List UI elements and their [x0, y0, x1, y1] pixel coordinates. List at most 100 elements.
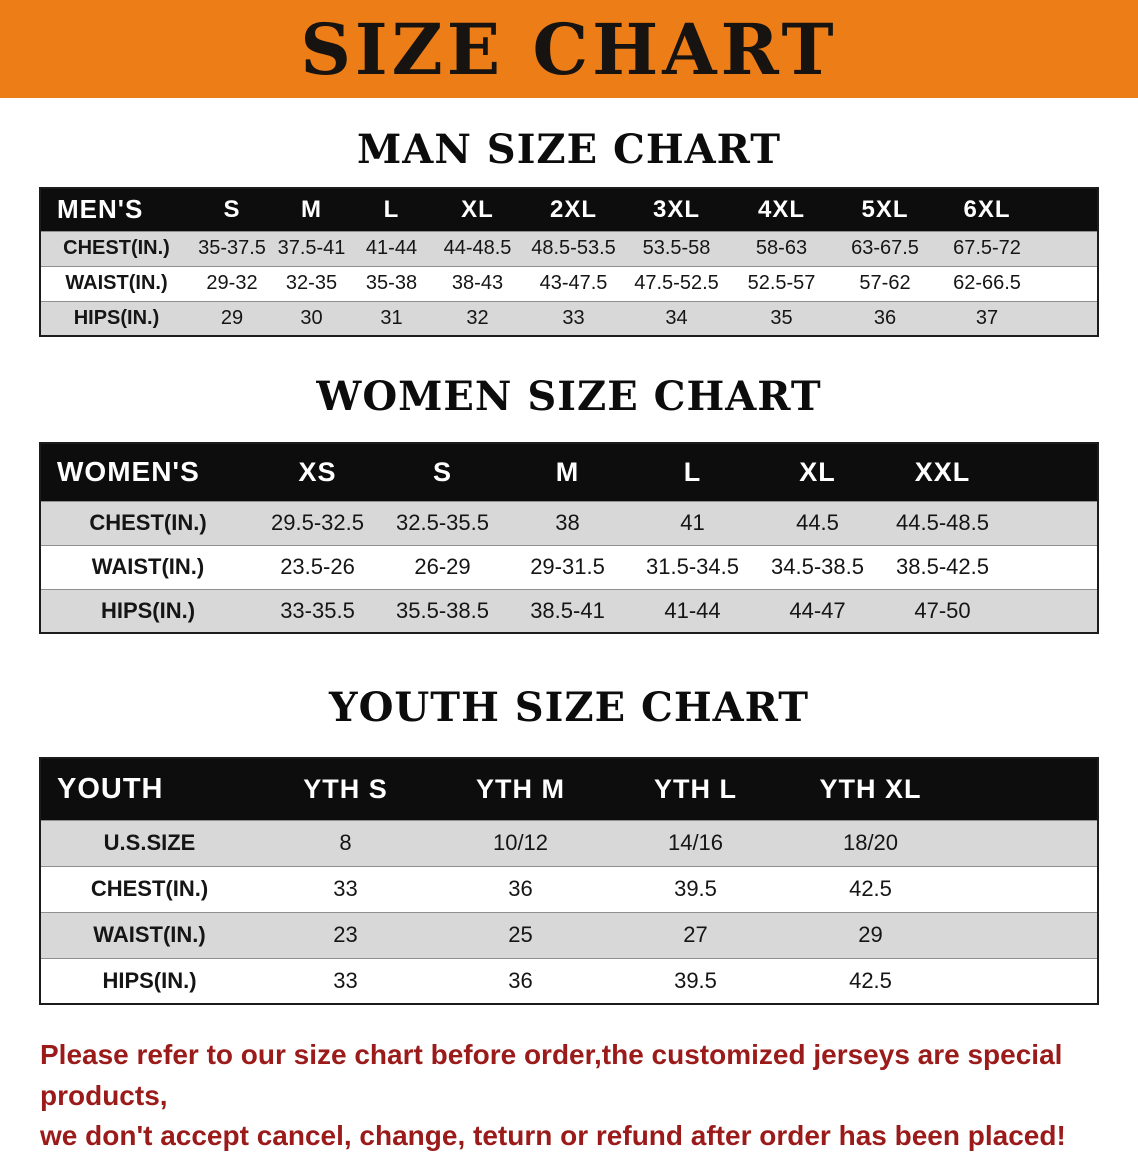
- size-value-cell: 39.5: [674, 876, 717, 901]
- size-value-cell: 57-62: [859, 272, 911, 294]
- size-value-cell: 36: [873, 306, 897, 329]
- size-value-cell: 44.5-48.5: [896, 510, 989, 535]
- row-label-cell: CHEST(IN.): [63, 237, 170, 259]
- size-value-cell: 14/16: [667, 830, 724, 855]
- row-label-cell: HIPS(IN.): [100, 597, 196, 623]
- size-value-cell: 44-47: [789, 597, 846, 623]
- row-label-cell: U.S.SIZE: [103, 830, 196, 855]
- size-value-cell: 33: [562, 306, 585, 329]
- men-section: MAN SIZE CHART MEN'S S M L XL 2XL 3XL 4XL 5XL 6XL…: [0, 126, 1138, 337]
- womens-size-table: WOMEN'S XS S M L XL XXL CHEST(IN.) 29.5-32.5 32.5…: [39, 442, 1099, 634]
- size-value-cell: 26-29: [414, 554, 471, 579]
- filler-cell: [1038, 301, 1098, 336]
- table-row: CHEST(IN.) 29.5-32.5 32.5-35.5 38 41 44.5 44.5…: [40, 501, 1098, 545]
- table-title-cell: YOUTH: [40, 758, 258, 820]
- size-value-cell: 38-43: [451, 272, 504, 294]
- size-value-cell: 67.5-72: [953, 237, 1021, 259]
- size-value-cell: 35-38: [365, 272, 418, 294]
- filler-cell: [958, 958, 1098, 1004]
- size-value-cell: 63-67.5: [851, 237, 919, 259]
- size-column-header: 6XL: [936, 188, 1038, 231]
- size-value-cell: 41: [680, 510, 705, 535]
- size-column-header: XS: [255, 443, 380, 501]
- size-value-cell: 27: [683, 922, 708, 947]
- row-label-cell: WAIST(IN.): [93, 922, 206, 947]
- table-row: WAIST(IN.) 29-32 32-35 35-38 38-43 43-47.5 47.…: [40, 266, 1098, 301]
- size-column-header: M: [505, 443, 630, 501]
- size-column-header: XL: [432, 188, 523, 231]
- row-label-cell: HIPS(IN.): [102, 967, 197, 993]
- filler-cell: [1005, 545, 1098, 589]
- size-value-cell: 62-66.5: [953, 272, 1021, 294]
- size-column-header: S: [192, 188, 272, 231]
- row-label-cell: CHEST(IN.): [90, 876, 209, 901]
- size-column-header: 3XL: [624, 188, 729, 231]
- size-column-header: S: [380, 443, 505, 501]
- size-value-cell: 32-35: [285, 272, 338, 294]
- size-value-cell: 53.5-58: [642, 237, 711, 259]
- filler-cell: [958, 912, 1098, 958]
- men-section-heading: MAN SIZE CHART: [357, 126, 781, 173]
- size-value-cell: 47.5-52.5: [634, 272, 719, 294]
- size-column-header: YTH XL: [783, 758, 958, 820]
- size-value-cell: 36: [508, 876, 533, 901]
- size-column-header: YTH M: [433, 758, 608, 820]
- size-value-cell: 42.5: [849, 967, 892, 993]
- table-row: U.S.SIZE 8 10/12 14/16 18/20: [40, 820, 1098, 866]
- size-value-cell: 18/20: [842, 830, 899, 855]
- size-value-cell: 43-47.5: [539, 272, 608, 294]
- size-value-cell: 29.5-32.5: [271, 510, 364, 535]
- size-value-cell: 38.5-42.5: [896, 554, 989, 579]
- table-header-row: WOMEN'S XS S M L XL XXL: [40, 443, 1098, 501]
- size-value-cell: 23: [333, 922, 358, 947]
- size-column-header: YTH L: [608, 758, 783, 820]
- table-title-cell: WOMEN'S: [40, 443, 255, 501]
- size-column-header: YTH S: [258, 758, 433, 820]
- size-value-cell: 35: [770, 306, 793, 329]
- size-value-cell: 23.5-26: [280, 554, 355, 579]
- table-row: WAIST(IN.) 23.5-26 26-29 29-31.5 31.5-34.5 34…: [40, 545, 1098, 589]
- size-value-cell: 29-32: [206, 272, 258, 294]
- table-title-cell: MEN'S: [40, 188, 192, 231]
- row-label-cell: WAIST(IN.): [65, 272, 168, 294]
- filler-cell: [958, 758, 1098, 820]
- youth-section: YOUTH SIZE CHART YOUTH YTH S YTH M YTH L YTH…: [0, 684, 1138, 1005]
- footer-line: we don't accept cancel, change, teturn o…: [40, 1120, 1066, 1152]
- size-column-header: M: [272, 188, 351, 231]
- filler-cell: [958, 820, 1098, 866]
- table-row: CHEST(IN.) 33 36 39.5 42.5: [40, 866, 1098, 912]
- size-value-cell: 29: [220, 306, 244, 329]
- filler-cell: [1005, 443, 1098, 501]
- table-row: HIPS(IN.) 33-35.5 35.5-38.5 38.5-41 41-44 44-…: [40, 589, 1098, 633]
- table-row: HIPS(IN.) 29 30 31 32 33 34 35 36 37: [40, 301, 1098, 336]
- size-value-cell: 35-37.5: [198, 237, 266, 259]
- size-value-cell: 44-48.5: [443, 237, 512, 259]
- youth-size-table: YOUTH YTH S YTH M YTH L YTH XL U.S.SIZE 8 10/12…: [39, 757, 1099, 1005]
- footer-line: Please refer to our size chart before or…: [40, 1039, 1063, 1111]
- page-title: SIZE CHART: [300, 7, 838, 91]
- size-column-header: XXL: [880, 443, 1005, 501]
- filler-cell: [1038, 266, 1098, 301]
- size-column-header: L: [351, 188, 432, 231]
- size-value-cell: 8: [339, 830, 352, 855]
- size-value-cell: 44.5: [796, 510, 839, 535]
- size-value-cell: 48.5-53.5: [531, 237, 616, 259]
- banner: SIZE CHART: [0, 0, 1138, 98]
- size-value-cell: 38: [555, 510, 580, 535]
- size-value-cell: 32.5-35.5: [396, 510, 489, 535]
- size-value-cell: 34: [665, 306, 688, 329]
- size-value-cell: 36: [508, 967, 533, 993]
- size-column-header: 5XL: [834, 188, 936, 231]
- size-value-cell: 29: [858, 922, 883, 947]
- size-column-header: XL: [755, 443, 880, 501]
- mens-size-table: MEN'S S M L XL 2XL 3XL 4XL 5XL 6XL CHEST(IN.) 35-37…: [39, 187, 1099, 337]
- table-row: HIPS(IN.) 33 36 39.5 42.5: [40, 958, 1098, 1004]
- size-value-cell: 33-35.5: [280, 597, 355, 623]
- size-value-cell: 37.5-41: [277, 237, 346, 259]
- size-value-cell: 35.5-38.5: [396, 597, 489, 623]
- filler-cell: [1005, 589, 1098, 633]
- size-value-cell: 41-44: [664, 597, 721, 623]
- size-column-header: L: [630, 443, 755, 501]
- size-column-header: 4XL: [729, 188, 834, 231]
